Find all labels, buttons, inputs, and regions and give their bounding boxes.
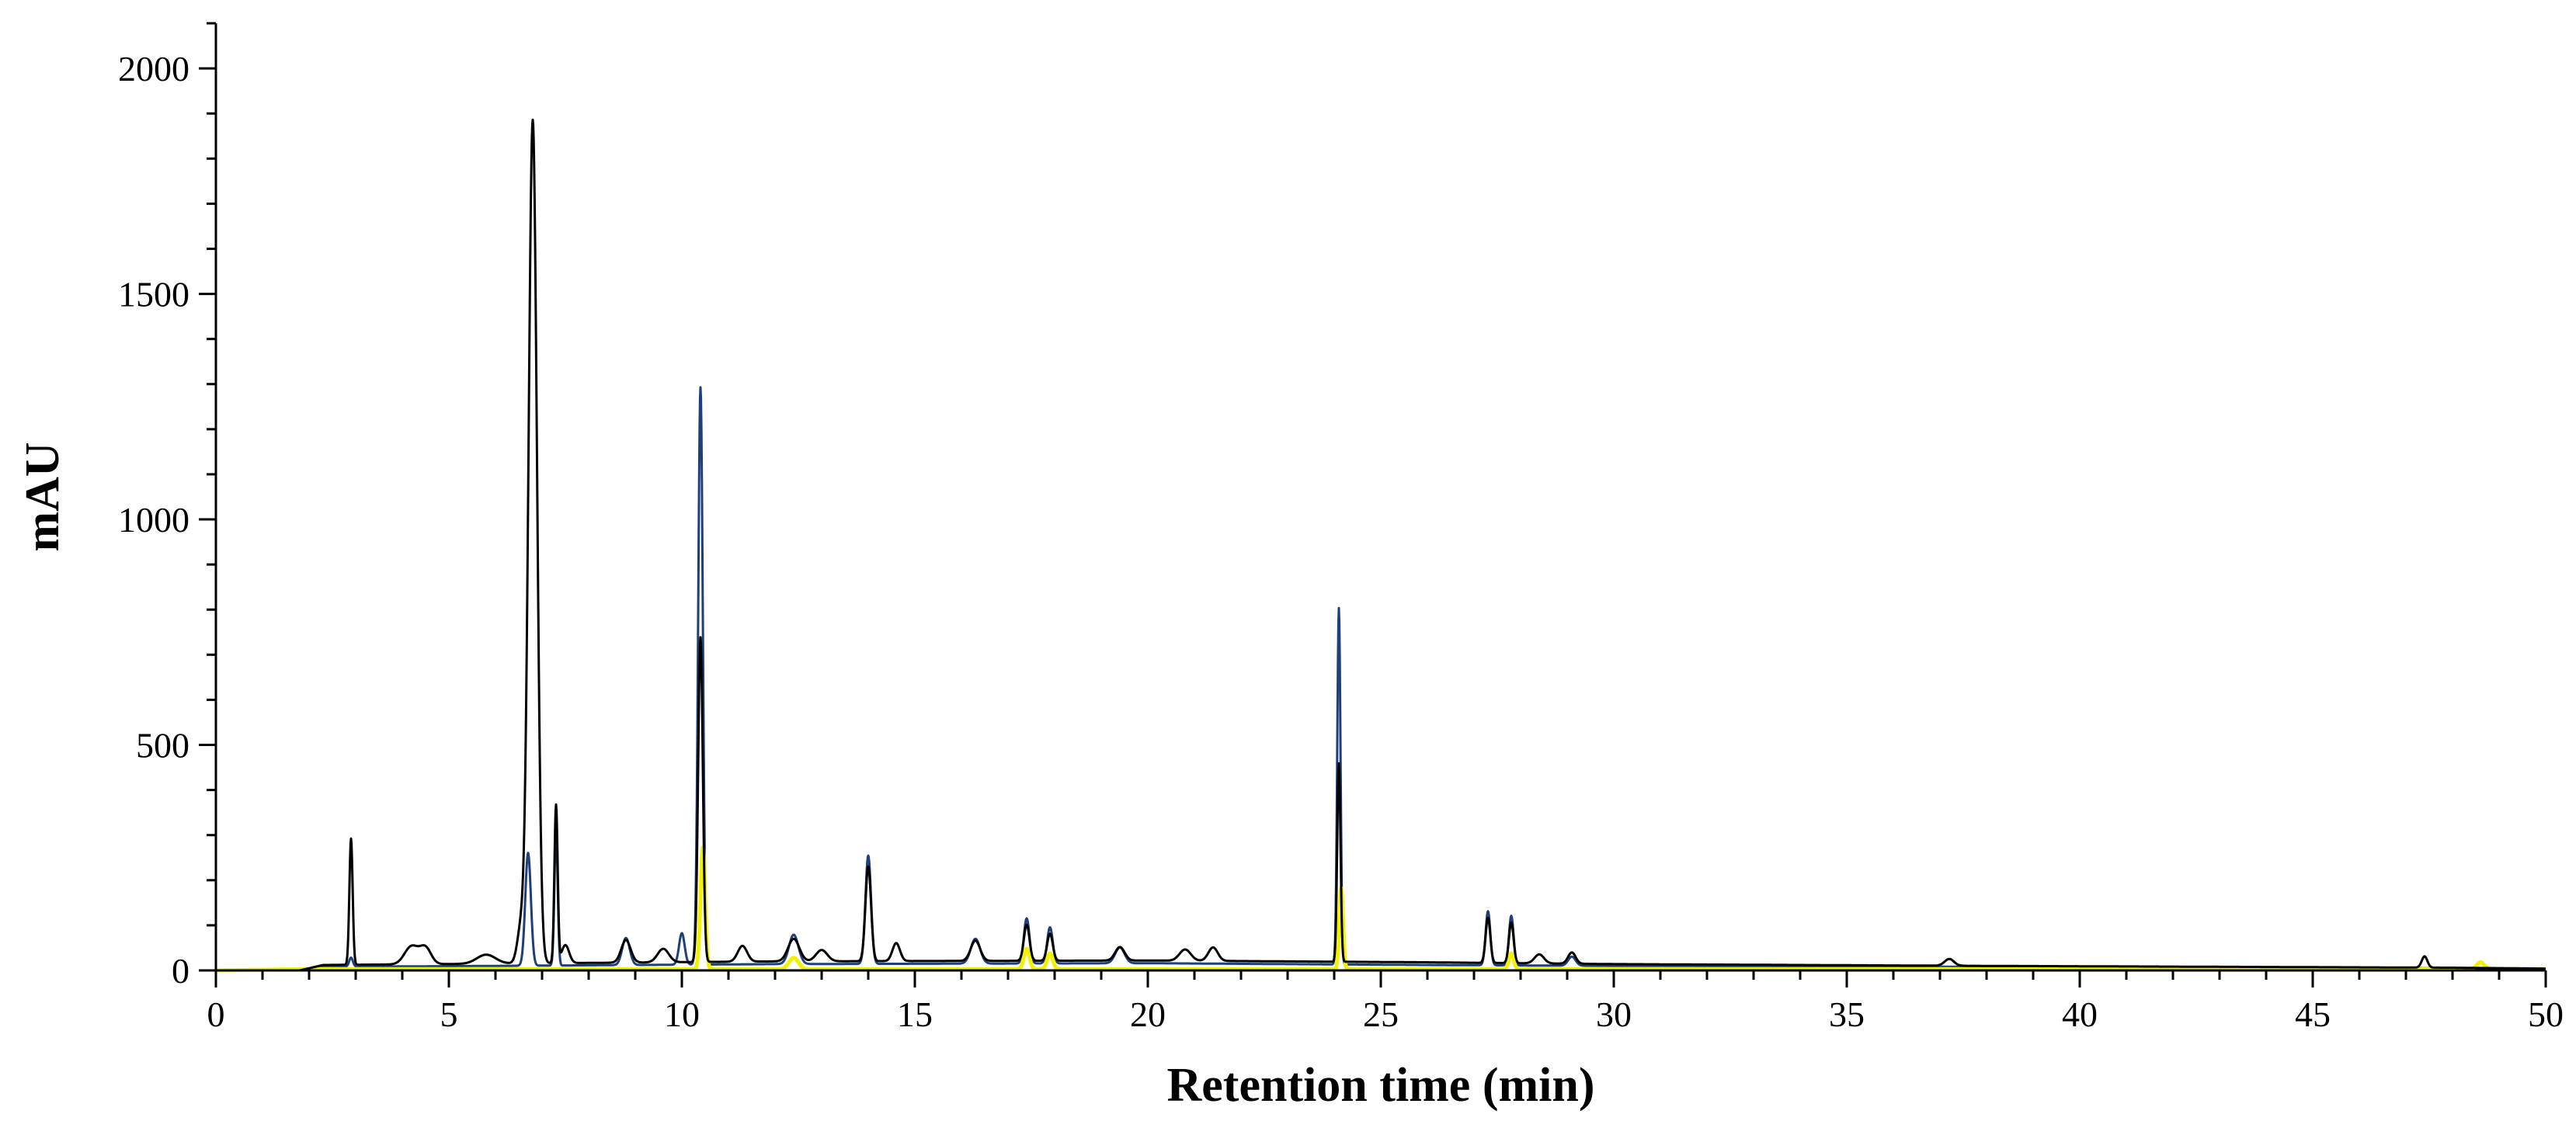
y-axis-title: mAU: [16, 442, 69, 551]
series-line-3: [214, 845, 2547, 973]
x-tick-label: 15: [897, 994, 933, 1034]
y-tick-label: 500: [136, 726, 189, 765]
x-axis-title: Retention time (min): [1167, 1059, 1595, 1112]
y-tick-label: 1500: [118, 275, 189, 314]
series-group: [214, 118, 2547, 973]
y-tick-label: 1000: [118, 500, 189, 540]
y-tick-label: 2000: [118, 49, 189, 89]
series-line-2: [215, 386, 2546, 972]
y-tick-label: 0: [172, 951, 189, 991]
x-tick-label: 30: [1596, 994, 1632, 1034]
x-tick-label: 10: [664, 994, 700, 1034]
axes-group: [199, 22, 2547, 987]
x-tick-label: 20: [1130, 994, 1166, 1034]
x-tick-label: 0: [207, 994, 225, 1034]
x-tick-label: 5: [440, 994, 458, 1034]
x-tick-label: 25: [1363, 994, 1399, 1034]
x-tick-label: 45: [2295, 994, 2331, 1034]
series-line-1: [215, 118, 2546, 972]
x-tick-label: 40: [2062, 994, 2098, 1034]
x-tick-label: 35: [1829, 994, 1865, 1034]
x-tick-label: 50: [2528, 994, 2564, 1034]
